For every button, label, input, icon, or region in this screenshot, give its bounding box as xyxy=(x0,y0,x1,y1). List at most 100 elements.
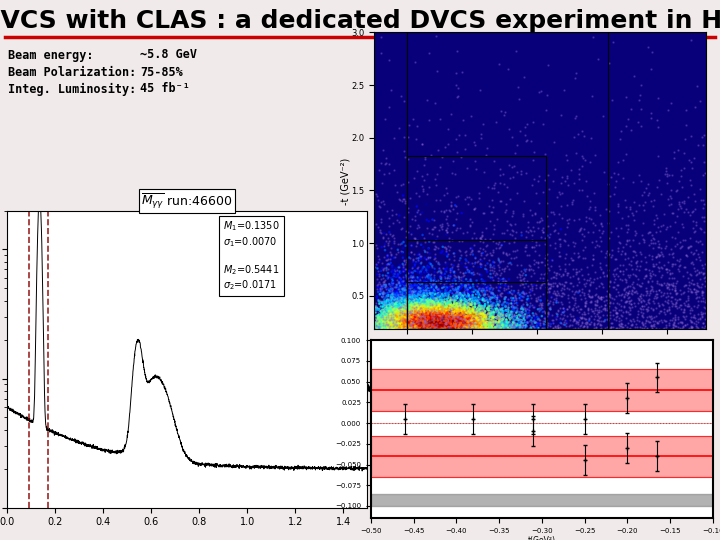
Point xyxy=(395,322,406,330)
Point xyxy=(565,279,577,287)
Point xyxy=(584,273,595,282)
Point xyxy=(385,312,397,321)
Point xyxy=(470,319,482,328)
Point xyxy=(397,195,408,204)
Point xyxy=(382,315,394,324)
Point xyxy=(500,315,512,323)
Point xyxy=(642,42,654,51)
Point xyxy=(402,313,414,321)
Point xyxy=(449,295,461,303)
Point xyxy=(431,306,442,314)
Point xyxy=(476,287,487,295)
Point xyxy=(379,300,390,309)
Point xyxy=(384,314,396,323)
Point xyxy=(435,313,446,321)
Point xyxy=(430,320,441,329)
Point xyxy=(426,319,438,327)
Point xyxy=(434,163,446,172)
Point xyxy=(393,295,405,304)
Point xyxy=(432,316,444,325)
Point xyxy=(424,320,436,328)
Point xyxy=(405,280,416,289)
Point xyxy=(459,248,470,256)
Point xyxy=(626,321,638,330)
Point xyxy=(428,316,439,325)
Point xyxy=(395,313,407,321)
Point xyxy=(422,315,433,324)
Point xyxy=(427,309,438,318)
Point xyxy=(584,298,595,307)
Point xyxy=(474,188,485,197)
Point xyxy=(400,313,411,322)
Point xyxy=(621,228,633,237)
Point xyxy=(482,296,493,305)
Point xyxy=(428,303,439,312)
Point xyxy=(375,267,387,275)
Point xyxy=(426,323,437,332)
Point xyxy=(427,315,438,323)
Point xyxy=(456,319,468,327)
Text: 75-85%: 75-85% xyxy=(140,65,183,78)
Point xyxy=(678,321,689,330)
Point xyxy=(478,316,490,325)
Point xyxy=(507,163,518,172)
Point xyxy=(394,303,405,312)
Point xyxy=(420,319,431,327)
Point xyxy=(449,285,461,294)
Point xyxy=(401,317,413,326)
Point xyxy=(441,325,452,333)
Point xyxy=(395,306,407,315)
Point xyxy=(402,301,413,309)
Point xyxy=(407,319,418,328)
Point xyxy=(418,325,429,333)
Point xyxy=(536,325,547,334)
Point xyxy=(665,186,677,195)
Point xyxy=(405,313,417,322)
Point xyxy=(397,322,408,331)
Point xyxy=(423,312,434,320)
Point xyxy=(423,323,434,332)
Point xyxy=(383,296,395,305)
Point xyxy=(455,291,467,300)
Point xyxy=(432,302,444,311)
Point xyxy=(469,303,480,312)
Point xyxy=(675,305,687,314)
Point xyxy=(420,288,431,296)
Point xyxy=(389,324,400,333)
Point xyxy=(630,259,642,267)
Point xyxy=(430,300,441,309)
Point xyxy=(447,271,459,279)
Point xyxy=(409,311,420,320)
Point xyxy=(436,294,447,302)
Point xyxy=(652,213,663,222)
Point xyxy=(402,316,413,325)
Point xyxy=(405,313,417,321)
Point xyxy=(456,299,467,308)
Point xyxy=(415,303,427,312)
Point xyxy=(395,309,407,318)
Point xyxy=(392,320,404,328)
Point xyxy=(451,319,463,328)
Point xyxy=(400,314,412,322)
Point xyxy=(431,323,442,332)
Point xyxy=(569,315,580,323)
Point xyxy=(570,323,581,332)
Point xyxy=(387,309,399,318)
Point xyxy=(497,304,508,313)
Point xyxy=(462,307,474,315)
Point xyxy=(485,319,497,328)
Point xyxy=(417,295,428,303)
Point xyxy=(440,287,451,296)
Point xyxy=(426,323,438,332)
Point xyxy=(604,291,616,299)
Point xyxy=(448,306,459,314)
Point xyxy=(462,313,474,322)
Point xyxy=(541,199,553,208)
Point xyxy=(458,303,469,312)
Point xyxy=(572,320,583,328)
Point xyxy=(394,240,405,248)
Point xyxy=(566,200,577,208)
Point xyxy=(441,206,452,215)
Point xyxy=(419,315,431,323)
Point xyxy=(490,313,502,322)
